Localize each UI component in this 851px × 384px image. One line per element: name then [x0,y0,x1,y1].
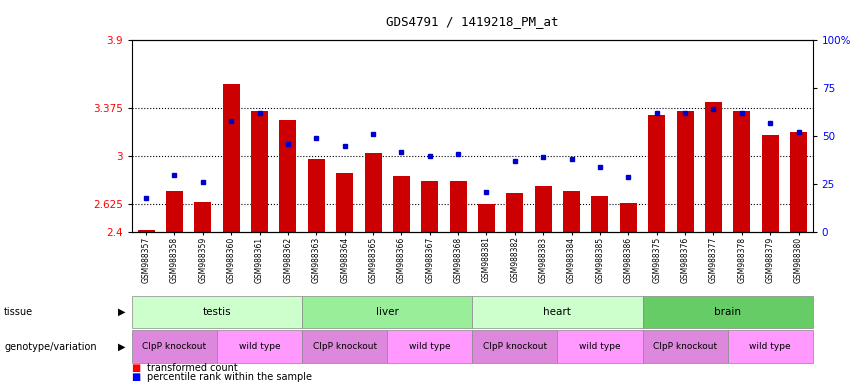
Bar [166,191,183,232]
Text: testis: testis [203,307,231,317]
Text: ■: ■ [132,372,145,382]
Bar [308,159,325,232]
Text: percentile rank within the sample: percentile rank within the sample [147,372,312,382]
Text: tissue: tissue [4,307,33,317]
Text: liver: liver [376,307,398,317]
Bar [421,181,438,232]
Bar [677,111,694,232]
Bar [251,111,268,232]
Bar [194,202,211,232]
Text: ■: ■ [132,363,145,373]
Bar [506,193,523,232]
Text: genotype/variation: genotype/variation [4,341,97,352]
Bar [393,176,410,232]
Bar [734,111,751,232]
Text: ▶: ▶ [118,341,126,352]
Bar [790,132,807,232]
Bar [591,197,608,232]
Bar [138,230,155,232]
Text: ClpP knockout: ClpP knockout [483,342,547,351]
Text: heart: heart [544,307,571,317]
Bar [648,114,665,232]
Text: ClpP knockout: ClpP knockout [653,342,717,351]
Text: wild type: wild type [580,342,620,351]
Bar [223,84,240,232]
Text: wild type: wild type [750,342,791,351]
Bar [279,120,296,232]
Text: ClpP knockout: ClpP knockout [142,342,207,351]
Bar [620,203,637,232]
Bar [534,186,551,232]
Text: wild type: wild type [239,342,280,351]
Text: brain: brain [714,307,741,317]
Bar [762,135,779,232]
Bar [563,191,580,232]
Bar [478,204,495,232]
Text: ▶: ▶ [118,307,126,317]
Bar [449,181,466,232]
Bar [705,102,722,232]
Text: wild type: wild type [409,342,450,351]
Bar [336,174,353,232]
Text: transformed count: transformed count [147,363,238,373]
Text: GDS4791 / 1419218_PM_at: GDS4791 / 1419218_PM_at [386,15,558,28]
Bar [364,153,381,232]
Text: ClpP knockout: ClpP knockout [312,342,377,351]
